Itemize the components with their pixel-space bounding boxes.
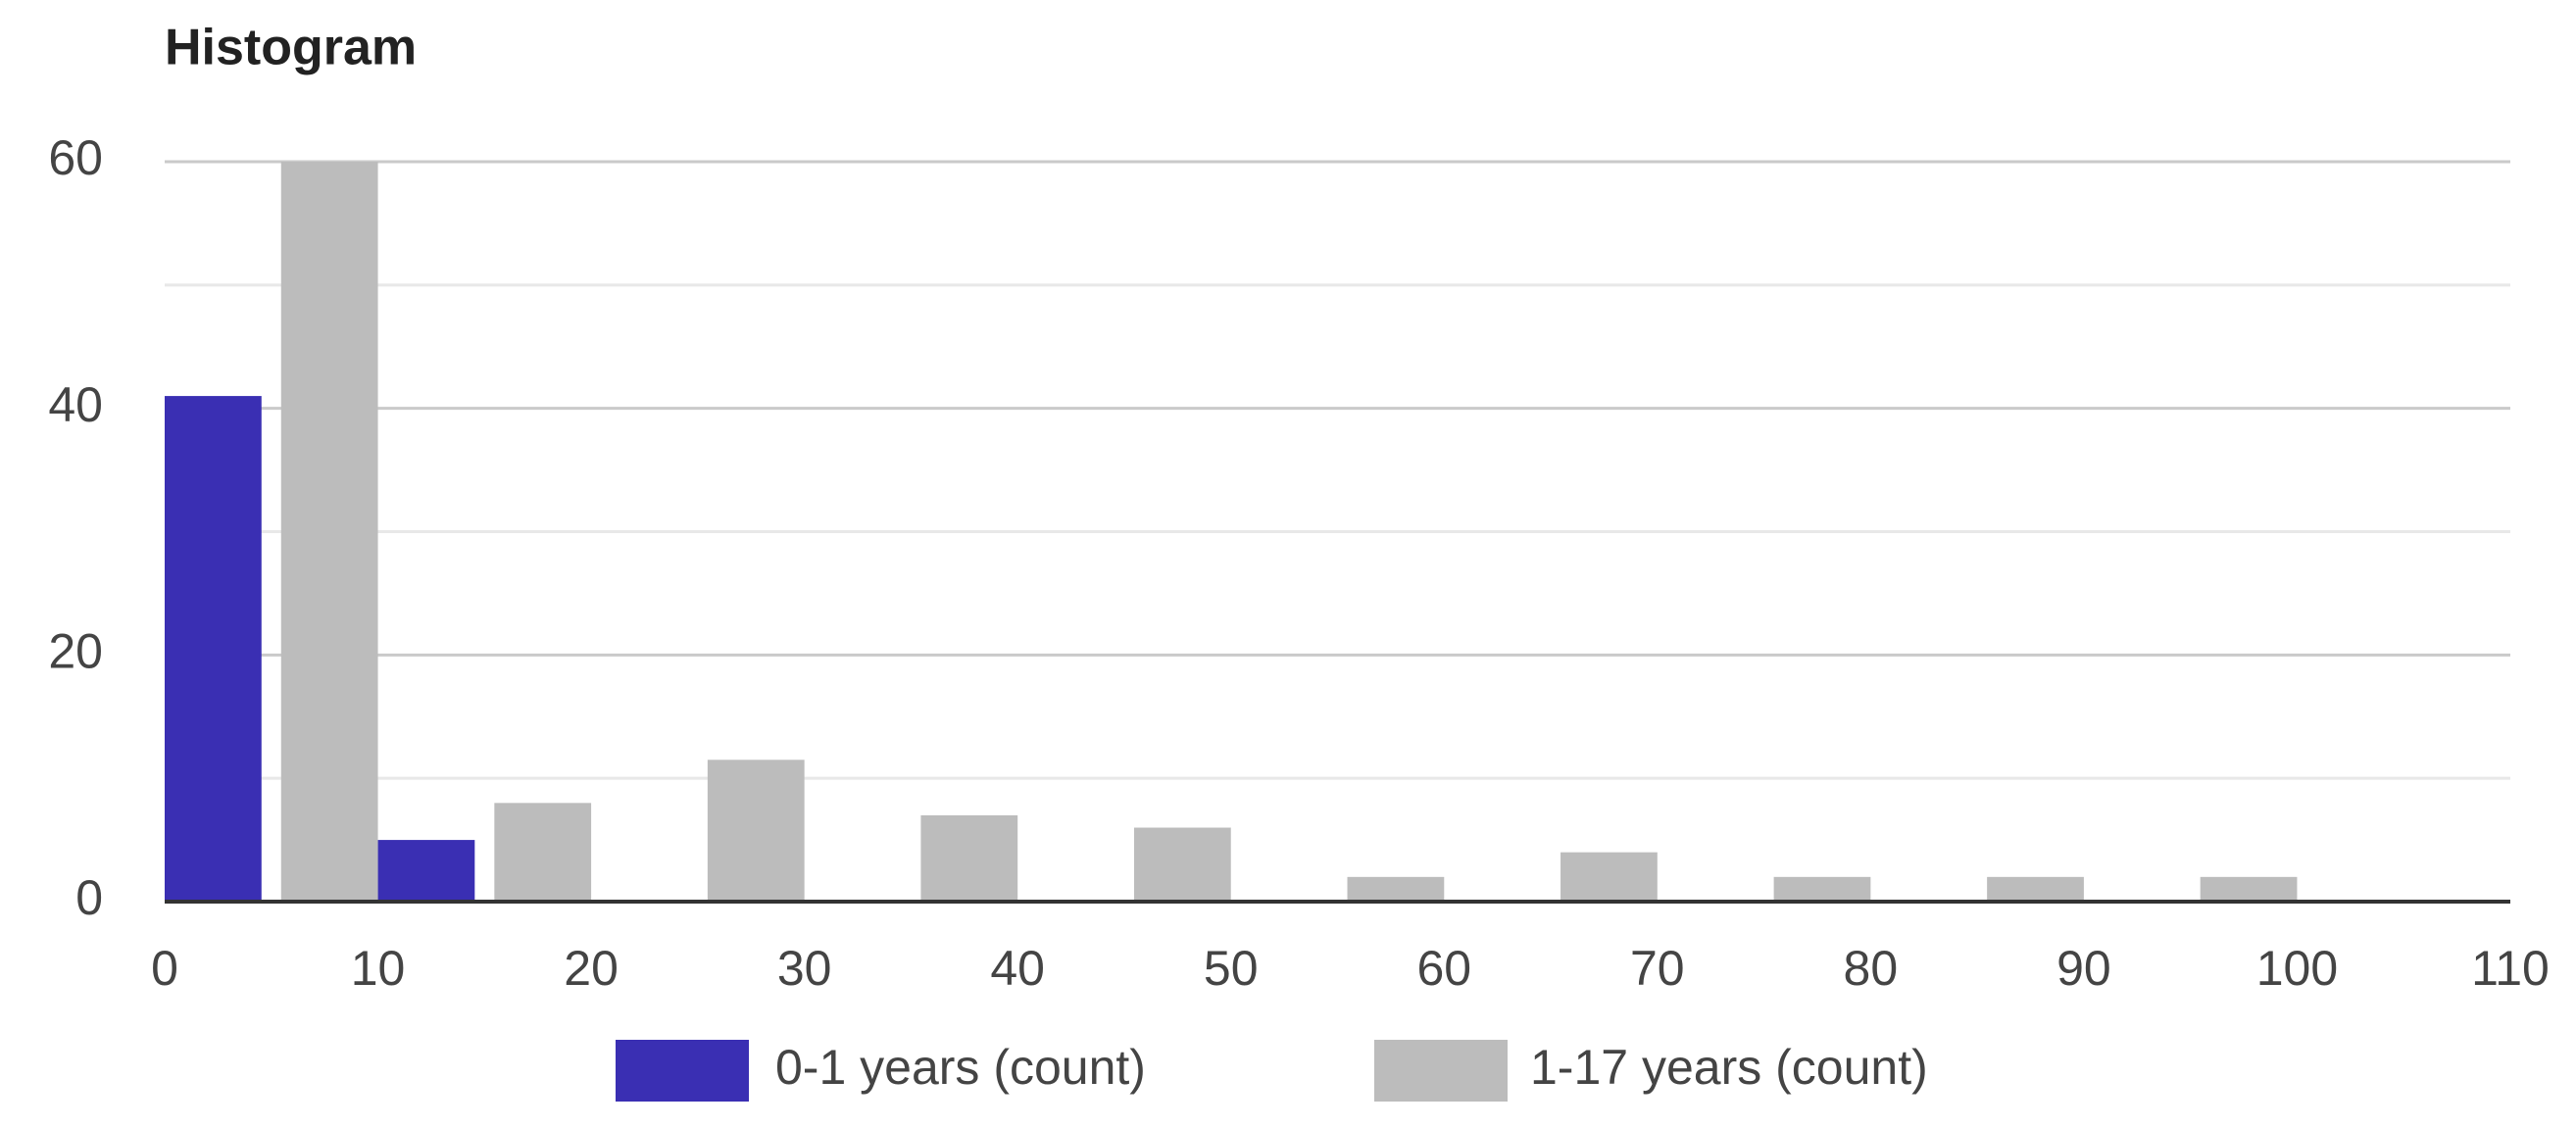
y-tick-label: 0 xyxy=(75,870,103,925)
bar xyxy=(165,396,262,902)
x-tick-label: 100 xyxy=(2256,941,2338,996)
legend-swatch xyxy=(1374,1040,1508,1102)
y-tick-label: 20 xyxy=(48,624,103,679)
x-tick-label: 60 xyxy=(1416,941,1471,996)
y-tick-label: 60 xyxy=(48,130,103,185)
y-tick-label: 40 xyxy=(48,377,103,432)
x-tick-label: 80 xyxy=(1844,941,1899,996)
bar xyxy=(707,760,805,902)
legend-label: 1-17 years (count) xyxy=(1530,1040,1928,1095)
x-tick-label: 50 xyxy=(1204,941,1259,996)
x-tick-label: 70 xyxy=(1630,941,1685,996)
bar xyxy=(280,162,378,902)
x-tick-label: 20 xyxy=(564,941,619,996)
bar xyxy=(1987,876,2084,902)
chart-title: Histogram xyxy=(165,20,417,76)
x-tick-label: 30 xyxy=(777,941,832,996)
bar xyxy=(494,803,592,902)
x-tick-label: 0 xyxy=(151,941,178,996)
x-tick-label: 90 xyxy=(2056,941,2111,996)
bar xyxy=(1560,852,1658,902)
bar xyxy=(920,814,1018,902)
bar xyxy=(1133,827,1231,902)
bar xyxy=(1773,876,1871,902)
x-tick-label: 110 xyxy=(2471,941,2550,996)
x-tick-label: 10 xyxy=(351,941,406,996)
bar xyxy=(2200,876,2298,902)
bar xyxy=(377,840,475,902)
x-tick-label: 40 xyxy=(990,941,1045,996)
bar xyxy=(1347,876,1445,902)
legend-label: 0-1 years (count) xyxy=(775,1040,1146,1095)
legend-swatch xyxy=(616,1040,749,1102)
